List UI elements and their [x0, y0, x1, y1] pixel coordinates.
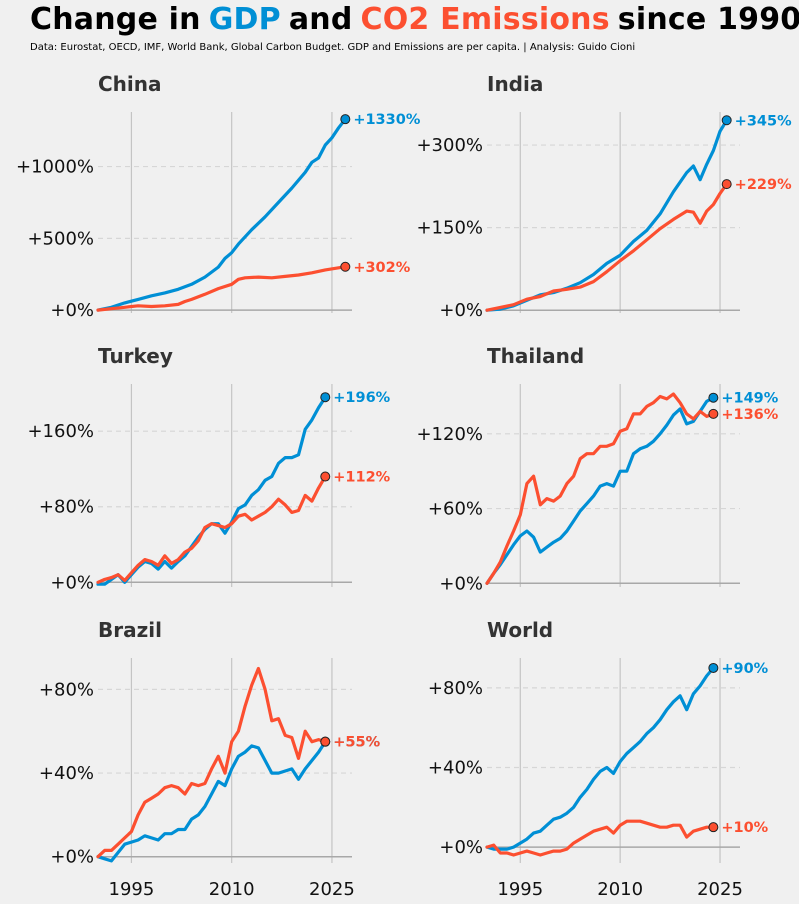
panel-title: India: [487, 72, 543, 96]
gdp-line: [96, 395, 327, 586]
co2-line: [485, 182, 729, 312]
y-tick-label: +160%: [27, 421, 94, 442]
gdp-end-label: +149%: [721, 391, 778, 407]
y-tick-label: +40%: [39, 763, 94, 784]
y-tick-label: +60%: [428, 499, 483, 520]
gdp-end-label: +345%: [735, 113, 792, 129]
panel-turkey: Turkey +0% +80% +160% +196% +112%: [27, 344, 390, 593]
co2-end-label: +229%: [735, 177, 792, 193]
y-tick-label: +150%: [416, 218, 483, 239]
gdp-end-marker: [320, 392, 331, 403]
gdp-line: [485, 396, 715, 585]
co2-line: [96, 265, 347, 312]
gdp-line: [96, 117, 347, 312]
gdp-end-label: +55%: [333, 735, 380, 751]
panel-title: Turkey: [98, 344, 173, 368]
x-tick-label: 2010: [597, 879, 643, 900]
panel-title: China: [98, 72, 162, 96]
co2-end-marker: [708, 822, 719, 833]
co2-line: [485, 392, 715, 585]
y-tick-label: +500%: [27, 228, 94, 249]
y-tick-label: +0%: [439, 837, 483, 858]
gdp-end-marker: [721, 115, 732, 126]
panel-china: China +0% +500% +1000% +1330% +302%: [16, 72, 421, 321]
y-tick-label: +40%: [428, 757, 483, 778]
gdp-line: [96, 740, 327, 863]
co2-end-label: +55%: [333, 735, 380, 751]
co2-end-marker: [320, 736, 331, 747]
co2-end-label: +10%: [721, 820, 768, 836]
panel-title: Brazil: [98, 618, 162, 642]
panel-thailand: Thailand +0% +60% +120% +149%+136%: [416, 344, 778, 594]
co2-end-label: +302%: [353, 260, 410, 276]
y-tick-label: +0%: [439, 300, 483, 321]
panel-title: Thailand: [487, 344, 584, 368]
y-tick-label: +0%: [439, 573, 483, 594]
y-tick-label: +120%: [416, 424, 483, 445]
co2-end-marker: [320, 471, 331, 482]
x-tick-label: 1995: [109, 879, 155, 900]
title-co2: CO2 Emissions: [360, 2, 610, 37]
co2-end-marker: [708, 408, 719, 419]
gdp-line: [485, 666, 715, 851]
y-tick-label: +80%: [39, 679, 94, 700]
title-prefix: Change in: [30, 2, 201, 37]
title-suffix: since 1990: [617, 2, 799, 37]
y-tick-label: +300%: [416, 135, 483, 156]
gdp-end-label: +90%: [721, 661, 768, 677]
title-and: and: [288, 2, 353, 37]
x-tick-label: 2025: [309, 879, 355, 900]
y-tick-label: +80%: [428, 678, 483, 699]
y-tick-label: +1000%: [16, 157, 94, 178]
gdp-end-label: +196%: [333, 390, 390, 406]
co2-end-marker: [340, 261, 351, 272]
chart-subtitle: Data: Eurostat, OECD, IMF, World Bank, G…: [30, 42, 636, 53]
gdp-end-marker: [708, 662, 719, 673]
y-tick-label: +0%: [50, 572, 94, 593]
x-tick-label: 1995: [497, 879, 543, 900]
y-tick-label: +0%: [50, 300, 94, 321]
chart-title: Change in GDP and CO2 Emissions since 1990: [30, 2, 799, 37]
panel-brazil: Brazil+0%+40%+80%1995 2010 2025+55%+55%: [39, 618, 381, 900]
panel-world: World +0% +40% +80% 1995 2010 2025 +90% +10%: [428, 618, 769, 900]
co2-end-label: +136%: [721, 407, 778, 423]
title-gdp: GDP: [208, 2, 281, 37]
co2-line: [96, 474, 327, 584]
gdp-end-marker: [708, 392, 719, 403]
co2-end-label: +112%: [333, 470, 390, 486]
y-tick-label: +0%: [50, 847, 94, 868]
gdp-line: [485, 118, 729, 312]
y-tick-label: +80%: [39, 497, 94, 518]
co2-line: [96, 666, 327, 859]
x-tick-label: 2025: [697, 879, 743, 900]
gdp-end-marker: [340, 114, 351, 125]
x-tick-label: 2010: [209, 879, 255, 900]
panel-title: World: [487, 618, 553, 642]
co2-line: [485, 819, 715, 857]
panel-india: India +0% +150% +300% +345% +229%: [416, 72, 792, 321]
gdp-end-label: +1330%: [353, 112, 421, 128]
co2-end-marker: [721, 179, 732, 190]
